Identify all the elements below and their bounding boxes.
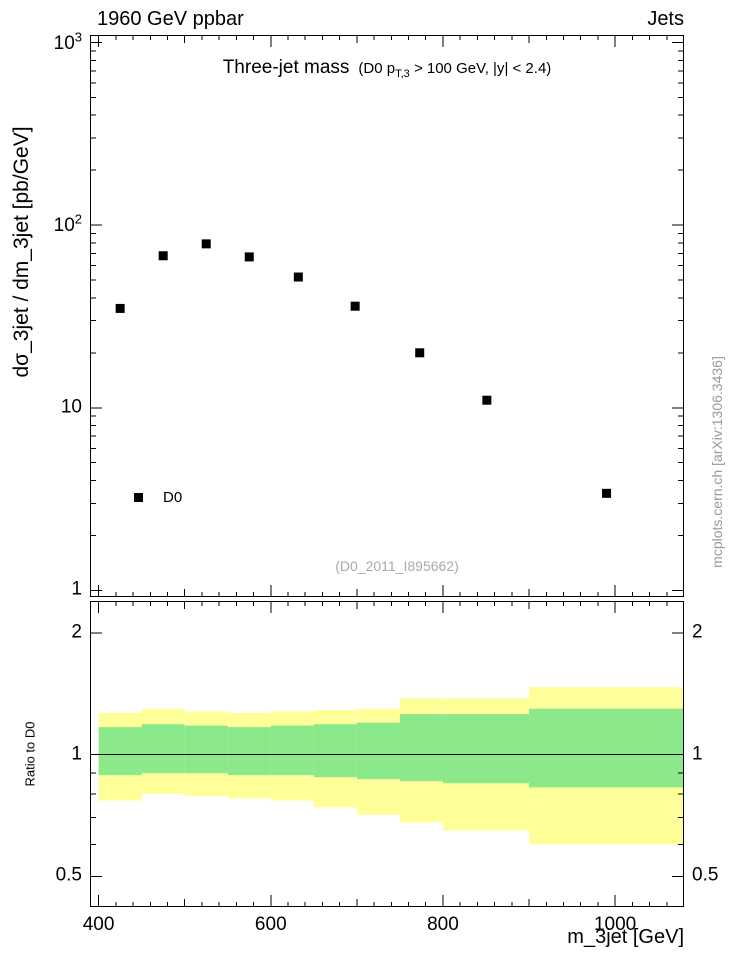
y-tick-label-ratio-right: 1	[692, 743, 703, 765]
uncertainty-band-inner-uncertainty	[442, 714, 530, 784]
plot-subtitle-subscript: T,3	[395, 68, 410, 80]
data-point	[244, 252, 254, 262]
ratio-panel	[90, 601, 684, 907]
x-tick-label: 600	[254, 914, 287, 935]
data-point	[602, 488, 612, 498]
uncertainty-band-inner-uncertainty	[184, 725, 228, 774]
legend-label: D0	[163, 489, 183, 506]
header-analysis-label: Jets	[647, 8, 684, 30]
data-point	[293, 272, 303, 282]
data-point	[415, 348, 425, 358]
plot-subtitle: (D0 pT,3 > 100 GeV, |y| < 2.4)	[358, 60, 551, 80]
y-tick-label-main: 102	[53, 211, 82, 237]
header-beam-label: 1960 GeV ppbar	[97, 8, 244, 30]
y-tick-label-ratio-left: 0.5	[55, 864, 82, 886]
uncertainty-band-inner-uncertainty	[399, 714, 443, 782]
y-tick-label-ratio-left: 2	[71, 621, 82, 643]
x-tick-label: 400	[82, 914, 115, 935]
uncertainty-band-inner-uncertainty	[529, 708, 684, 788]
panel-frame	[90, 35, 684, 597]
y-tick-label-ratio-right: 0.5	[692, 864, 719, 886]
data-point	[350, 301, 360, 311]
uncertainty-band-inner-uncertainty	[270, 725, 314, 776]
legend-marker-square	[134, 493, 143, 502]
data-point	[158, 251, 168, 261]
y-tick-label-ratio-left: 1	[71, 743, 82, 765]
x-tick-label: 800	[427, 914, 459, 935]
y-tick-label-main: 103	[53, 29, 82, 54]
y-tick-label-main: 10	[60, 396, 82, 418]
uncertainty-band-inner-uncertainty	[98, 727, 142, 776]
uncertainty-band-inner-uncertainty	[313, 724, 357, 778]
y-tick-label-main: 1	[71, 578, 82, 600]
data-point	[482, 395, 492, 405]
plot-title: Three-jet mass	[222, 57, 350, 78]
legend: D0	[134, 489, 182, 506]
watermark: mcplots.cern.ch [arXiv:1306.3436]	[709, 356, 725, 568]
y-axis-label-main: dσ_3jet / dm_3jet [pb/GeV]	[10, 126, 33, 378]
x-axis-label: m_3jet [GeV]	[567, 926, 684, 948]
data-point	[115, 303, 125, 313]
main-panel	[90, 35, 684, 597]
y-axis-label-ratio: Ratio to D0	[22, 721, 38, 787]
plot-title-row: Three-jet mass (D0 pT,3 > 100 GeV, |y| <…	[90, 57, 684, 80]
panel-frame	[90, 601, 684, 907]
data-point	[201, 239, 211, 249]
y-tick-label-ratio-right: 2	[692, 621, 703, 643]
uncertainty-band-inner-uncertainty	[141, 724, 185, 774]
plot-subtitle-pre: (D0 p	[358, 60, 396, 77]
uncertainty-band-inner-uncertainty	[356, 722, 400, 780]
dataset-annotation: (D0_2011_I895662)	[335, 558, 459, 574]
plot-subtitle-post: > 100 GeV, |y| < 2.4)	[409, 60, 552, 77]
uncertainty-band-inner-uncertainty	[227, 727, 271, 776]
